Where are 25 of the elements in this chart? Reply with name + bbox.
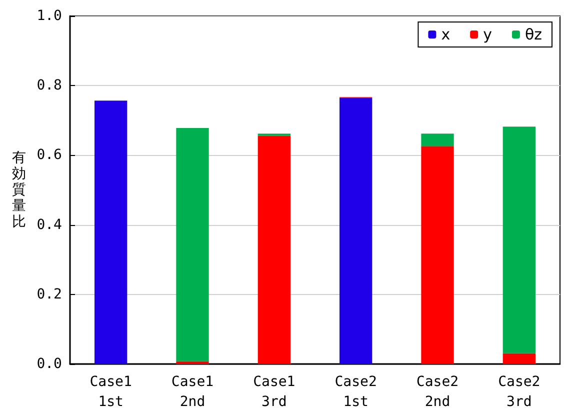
bar [340, 98, 372, 364]
y-tick-label: 0.6 [36, 147, 62, 164]
bar [94, 100, 128, 364]
y-tick-label: 0.4 [36, 216, 62, 233]
y-tick-label: 1.0 [36, 8, 62, 24]
x-tick-label: Case2 1st [334, 374, 377, 410]
y-tick-label: 0.8 [36, 78, 62, 94]
bar [502, 126, 536, 354]
x-tick-label: Case1 2nd [171, 374, 214, 410]
bar [502, 353, 536, 364]
legend-label: θz [524, 26, 542, 44]
bar [421, 134, 454, 146]
x-tick-label: Case1 3rd [253, 374, 296, 410]
y-tick-label: 0.2 [36, 286, 62, 302]
legend-label: y [483, 26, 492, 44]
x-tick-label: Case1 1st [90, 374, 132, 410]
x-tick-label: Case2 3rd [498, 374, 540, 410]
y-tick-label: 0.0 [36, 356, 62, 372]
bar [176, 361, 209, 364]
bar [421, 146, 454, 364]
y-axis-title: 有効質量比 [12, 150, 26, 230]
x-tick-label: Case2 2nd [416, 374, 459, 410]
legend-label: x [441, 26, 450, 44]
bar [258, 136, 290, 364]
bar [176, 128, 209, 362]
